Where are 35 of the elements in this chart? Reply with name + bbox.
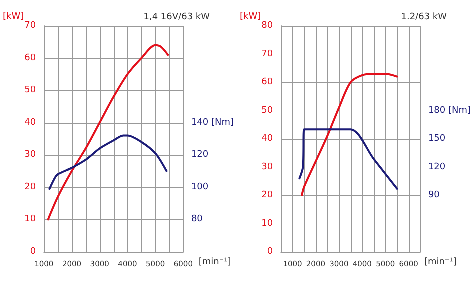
y2-tick-label: 120 [428, 162, 446, 172]
y-tick-label: 50 [24, 86, 36, 96]
y2-tick-label: 150 [428, 134, 446, 144]
y2-tick-label: 140 [Nm] [191, 118, 234, 128]
y2-tick-label: 90 [428, 190, 440, 200]
y2-tick-label: 120 [191, 150, 209, 160]
x-axis-title: [min⁻¹] [198, 258, 232, 268]
y2-tick-label: 100 [191, 182, 209, 192]
y-tick-label: 70 [262, 49, 274, 60]
y-tick-label: 10 [262, 218, 274, 229]
chart-title: 1.2/63 kW [401, 12, 448, 22]
line-series [47, 44, 170, 221]
y2-tick-label: 80 [191, 214, 204, 225]
y-tick-label: 80 [262, 21, 274, 31]
y-tick-label: 50 [262, 106, 274, 116]
y-tick-label: 0 [30, 247, 36, 257]
y-tick-label: 40 [24, 118, 36, 128]
line-series [298, 128, 398, 190]
line-series [48, 134, 168, 190]
y-tick-label: 60 [24, 53, 36, 64]
y-tick-label: 20 [24, 182, 36, 192]
y-tick-label: 10 [24, 214, 36, 225]
y-tick-label: 60 [262, 78, 274, 88]
y-tick-label: 0 [267, 247, 274, 257]
chart-title: 1,4 16V/63 kW [144, 12, 210, 22]
y-tick-label: 40 [262, 134, 274, 144]
y-axis-title: [kW] [240, 12, 262, 22]
y-tick-label: 30 [24, 150, 36, 160]
y-tick-label: 20 [262, 190, 274, 200]
line-series [301, 73, 398, 196]
y-tick-label: 30 [262, 162, 274, 172]
x-axis-title: [min⁻¹] [424, 258, 457, 268]
y2-tick-label: 180 [Nm] [428, 106, 471, 116]
y-axis-title: [kW] [2, 12, 24, 22]
y-tick-label: 70 [24, 21, 36, 31]
